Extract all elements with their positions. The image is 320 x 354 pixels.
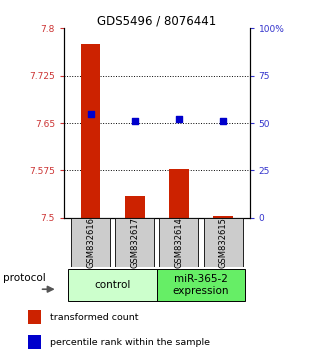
Bar: [125, 196, 145, 218]
Point: [176, 116, 181, 122]
FancyBboxPatch shape: [68, 269, 157, 301]
FancyBboxPatch shape: [157, 269, 245, 301]
Text: transformed count: transformed count: [50, 313, 139, 322]
FancyBboxPatch shape: [159, 218, 198, 267]
Bar: [213, 216, 233, 218]
Bar: [169, 169, 189, 218]
FancyBboxPatch shape: [71, 218, 110, 267]
Bar: [28, 335, 41, 349]
Text: GSM832617: GSM832617: [130, 217, 139, 268]
FancyBboxPatch shape: [204, 218, 243, 267]
FancyBboxPatch shape: [115, 218, 154, 267]
Text: percentile rank within the sample: percentile rank within the sample: [50, 338, 210, 347]
Bar: [28, 310, 41, 324]
Point: [132, 118, 137, 124]
Text: miR-365-2
expression: miR-365-2 expression: [173, 274, 229, 296]
Text: GSM832616: GSM832616: [86, 217, 95, 268]
Title: GDS5496 / 8076441: GDS5496 / 8076441: [97, 14, 216, 27]
Text: control: control: [94, 280, 131, 290]
Point: [88, 111, 93, 116]
Text: GSM832615: GSM832615: [219, 217, 228, 268]
Bar: [81, 44, 100, 218]
Text: protocol: protocol: [3, 273, 46, 283]
Point: [220, 118, 226, 124]
Text: GSM832614: GSM832614: [174, 217, 183, 268]
